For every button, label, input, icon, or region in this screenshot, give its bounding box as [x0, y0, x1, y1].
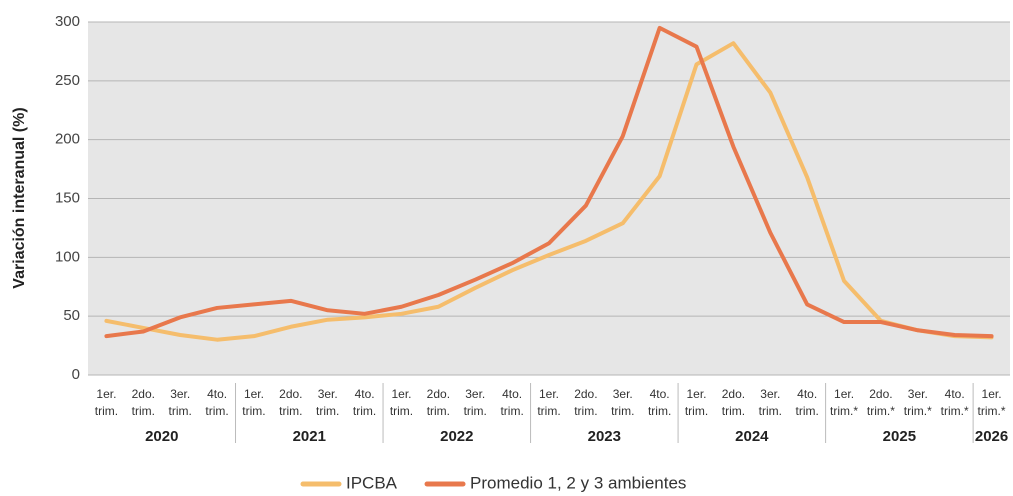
x-tick-label: 2do. trim. [722, 387, 745, 418]
x-tick-label: 2do. trim. [279, 387, 302, 418]
x-tick-label: 1er. trim. [242, 387, 265, 418]
x-tick-label: 3er. trim. [316, 387, 339, 418]
x-tick-label: 4to. trim. [795, 387, 818, 418]
x-tick-label: 4to. trim.* [941, 387, 969, 418]
y-axis-label: Variación interanual (%) [11, 107, 28, 288]
x-tick-label: 1er. trim. [390, 387, 413, 418]
x-tick-label: 1er. trim. [537, 387, 560, 418]
x-tick-label: 1er. trim. [95, 387, 118, 418]
legend-label: IPCBA [346, 473, 398, 492]
x-tick-label: 3er. trim. [759, 387, 782, 418]
y-tick-label: 250 [55, 72, 80, 89]
x-tick-label: 4to. trim. [648, 387, 671, 418]
y-tick-label: 200 [55, 131, 80, 148]
x-tick-label: 4to. trim. [500, 387, 523, 418]
data-line [104, 41, 994, 342]
x-tick-label: 1er. trim.* [978, 387, 1006, 418]
x-tick-label: 2do. trim. [574, 387, 597, 418]
x-tick-label: 1er. trim. [685, 387, 708, 418]
year-label: 2024 [735, 428, 769, 445]
y-tick-label: 100 [55, 248, 80, 265]
x-tick-label: 2do. trim. [132, 387, 155, 418]
y-tick-label: 150 [55, 189, 80, 206]
year-label: 2026 [975, 428, 1008, 445]
x-tick-label: 3er. trim. [464, 387, 487, 418]
x-tick-label: 4to. trim. [205, 387, 228, 418]
legend-label: Promedio 1, 2 y 3 ambientes [470, 473, 686, 492]
x-tick-label: 1er. trim.* [830, 387, 858, 418]
x-tick-label: 3er. trim.* [904, 387, 932, 418]
y-tick-label: 300 [55, 13, 80, 30]
y-tick-label: 50 [63, 307, 80, 324]
year-label: 2022 [440, 428, 473, 445]
year-label: 2020 [145, 428, 178, 445]
y-tick-label: 0 [72, 366, 80, 383]
year-label: 2023 [588, 428, 621, 445]
x-tick-label: 2do. trim. [427, 387, 450, 418]
x-tick-label: 3er. trim. [169, 387, 192, 418]
year-label: 2025 [883, 428, 916, 445]
x-tick-label: 4to. trim. [353, 387, 376, 418]
x-tick-label: 3er. trim. [611, 387, 634, 418]
year-label: 2021 [293, 428, 326, 445]
data-line [104, 25, 994, 339]
x-tick-label: 2do. trim.* [867, 387, 895, 418]
